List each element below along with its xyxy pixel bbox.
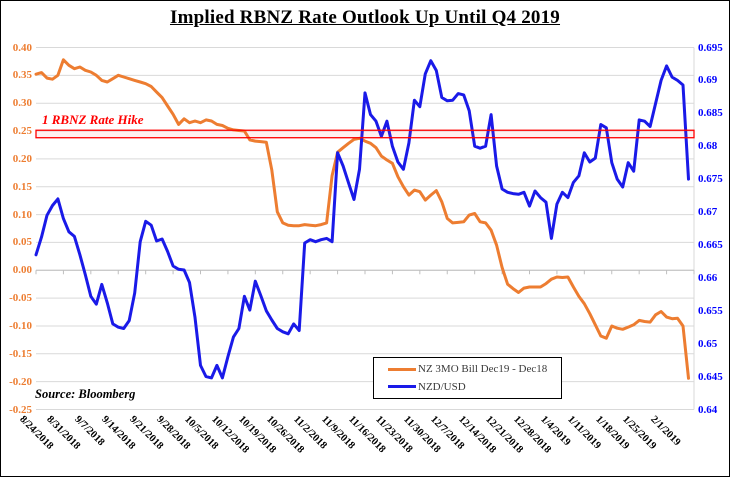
right-axis-tick-label: 0.645 (698, 370, 723, 383)
right-axis-tick-label: 0.695 (698, 41, 723, 54)
right-axis-tick-label: 0.685 (698, 107, 723, 120)
right-axis-tick-label: 0.68 (698, 140, 718, 153)
rbnz-rate-hike-line (35, 129, 695, 139)
left-axis-tick-label: 0.30 (12, 97, 32, 110)
left-axis-tick-label: -0.25 (9, 403, 32, 416)
left-axis-tick-label: 0.00 (12, 264, 32, 277)
right-axis-tick-label: 0.67 (698, 206, 718, 219)
left-axis-tick-label: 0.40 (12, 41, 32, 54)
left-axis-tick-label: 0.35 (12, 69, 32, 82)
source-note: Source: Bloomberg (35, 387, 136, 401)
right-axis-tick-label: 0.655 (698, 304, 723, 317)
right-axis-tick-label: 0.665 (698, 238, 723, 251)
legend-label-nz-3mo-bill: NZ 3MO Bill Dec19 - Dec18 (418, 363, 548, 376)
left-axis-tick-label: 0.15 (12, 180, 32, 193)
right-axis-tick-label: 0.66 (698, 271, 718, 284)
right-axis-tick-label: 0.64 (698, 403, 718, 416)
nzdusd-line (34, 59, 690, 380)
left-axis-tick-label: -0.15 (9, 347, 32, 360)
left-axis-tick-label: 0.25 (12, 125, 32, 138)
right-axis-tick-label: 0.69 (698, 74, 718, 87)
blue-line-swatch (388, 384, 416, 389)
right-axis-tick-label: 0.675 (698, 173, 723, 186)
nz-3mo-bill-line (34, 58, 690, 380)
right-axis-tick-label: 0.65 (698, 337, 718, 350)
legend-item-nz-3mo-bill: NZ 3MO Bill Dec19 - Dec18 (388, 363, 561, 375)
left-axis-tick-label: -0.10 (9, 319, 32, 332)
orange-line-swatch (388, 367, 416, 372)
left-axis-tick-label: -0.05 (9, 292, 32, 305)
left-axis-tick-label: -0.20 (9, 375, 32, 388)
legend: NZ 3MO Bill Dec19 - Dec18 NZD/USD (373, 357, 562, 399)
left-axis-tick-label: 0.10 (12, 208, 32, 221)
legend-item-nzdusd: NZD/USD (388, 381, 561, 393)
left-axis-tick-label: 0.05 (12, 236, 32, 249)
chart-title: Implied RBNZ Rate Outlook Up Until Q4 20… (169, 7, 561, 28)
legend-label-nzdusd: NZD/USD (418, 380, 466, 393)
rbnz-rate-hike-annotation: 1 RBNZ Rate Hike (42, 112, 144, 127)
left-axis-tick-label: 0.20 (12, 152, 32, 165)
